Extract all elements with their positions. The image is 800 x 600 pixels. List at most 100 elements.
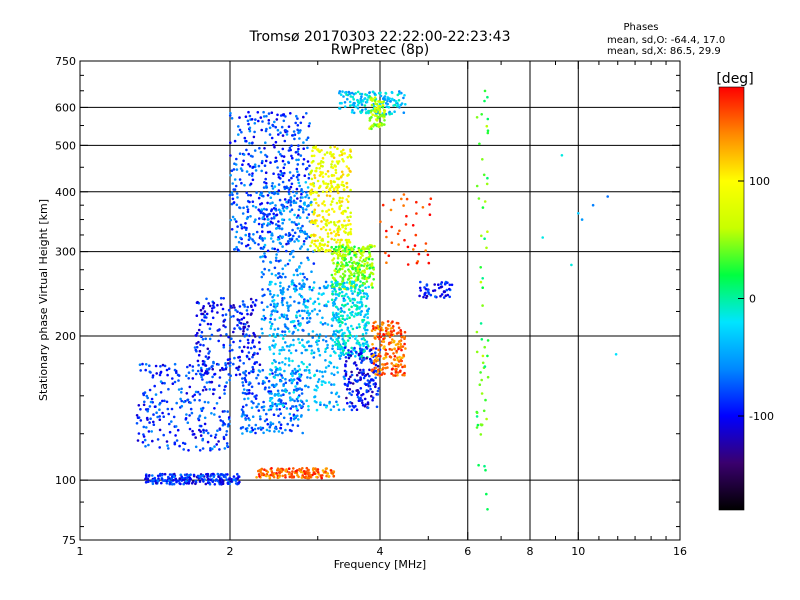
data-point [201, 447, 205, 450]
data-point [252, 233, 255, 236]
x-tick-label: 16 [673, 545, 687, 558]
data-point [351, 301, 355, 305]
stats-header: Phases [623, 22, 658, 33]
data-point [340, 223, 344, 227]
data-point [384, 92, 388, 95]
data-point [224, 362, 227, 365]
data-point [307, 468, 310, 472]
data-point [313, 176, 317, 180]
data-point [292, 199, 296, 203]
data-point [198, 415, 201, 418]
data-point [306, 146, 309, 150]
data-point [329, 408, 333, 412]
x-tick-label: 1 [77, 545, 84, 558]
data-point [379, 114, 383, 118]
data-point [379, 220, 382, 223]
data-point [302, 285, 306, 289]
y-tick-label: 300 [55, 246, 76, 259]
data-point [274, 125, 278, 129]
data-point [317, 149, 321, 153]
data-point [337, 317, 341, 321]
data-point [212, 475, 216, 479]
data-point [476, 423, 480, 427]
data-point [296, 227, 300, 230]
data-point [144, 477, 147, 481]
data-point [186, 474, 190, 477]
data-point [199, 373, 203, 377]
data-point [160, 477, 164, 481]
data-point [241, 391, 245, 395]
data-point [281, 474, 285, 478]
data-point [211, 480, 215, 484]
data-point [291, 423, 295, 427]
data-point [185, 413, 188, 416]
data-point [244, 323, 247, 326]
data-point [239, 322, 243, 325]
data-point [347, 349, 350, 352]
data-point [356, 271, 359, 275]
data-point [173, 472, 176, 476]
data-point [335, 265, 339, 268]
data-point [266, 305, 269, 309]
data-point [254, 397, 258, 400]
data-point [251, 355, 254, 359]
data-point [354, 105, 358, 109]
data-point [308, 363, 312, 366]
data-point [274, 207, 278, 211]
data-point [271, 247, 274, 250]
data-point [386, 366, 389, 369]
data-point [270, 324, 273, 328]
data-point [419, 289, 423, 292]
data-point [321, 175, 325, 178]
data-point [398, 229, 401, 233]
data-point [306, 136, 310, 139]
data-point [225, 381, 228, 384]
data-point [281, 267, 285, 271]
data-point [339, 264, 343, 268]
data-point [365, 356, 369, 360]
data-point [252, 401, 255, 405]
data-point [240, 312, 244, 316]
data-point [247, 122, 250, 126]
data-point [222, 421, 225, 425]
data-point [294, 349, 298, 352]
data-point [302, 242, 306, 246]
data-point [336, 293, 339, 296]
data-point [348, 250, 352, 254]
data-point [323, 403, 326, 407]
data-point [335, 400, 338, 404]
data-point [260, 301, 264, 304]
data-point [332, 156, 336, 159]
data-point [296, 328, 300, 332]
data-point [370, 262, 374, 265]
data-point [377, 352, 381, 356]
data-point [226, 444, 229, 448]
data-point [394, 374, 397, 377]
data-point [338, 241, 342, 244]
data-point [386, 102, 390, 106]
data-point [182, 400, 186, 404]
data-point [427, 261, 431, 265]
data-point [310, 352, 313, 355]
plot-area [79, 60, 681, 541]
data-point [483, 365, 487, 368]
data-point [364, 342, 367, 345]
data-point [300, 392, 304, 395]
data-point [345, 198, 349, 201]
data-point [282, 393, 285, 397]
data-point [213, 373, 216, 376]
data-point [335, 338, 338, 341]
data-point [295, 216, 299, 219]
data-point [383, 98, 387, 102]
data-point [201, 474, 205, 477]
data-point [342, 249, 345, 252]
data-point [204, 337, 207, 341]
data-point [238, 152, 242, 155]
data-point [201, 306, 205, 310]
data-point [309, 171, 313, 174]
data-point [272, 172, 275, 175]
data-point [350, 286, 353, 290]
data-point [307, 313, 311, 317]
data-point [276, 294, 280, 297]
data-point [280, 154, 284, 158]
